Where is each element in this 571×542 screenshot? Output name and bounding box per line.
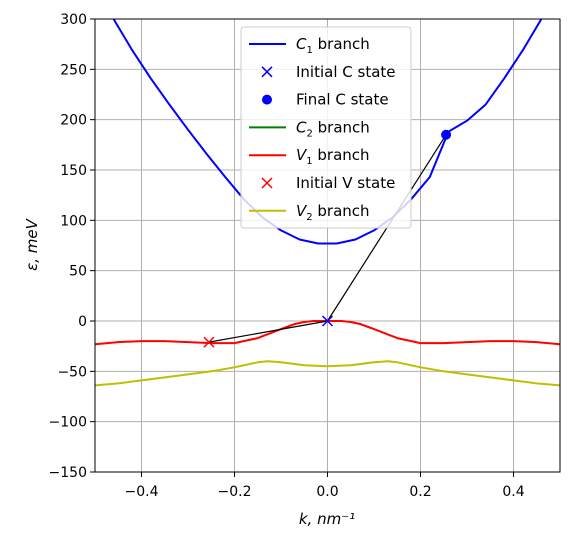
legend-x-swatch — [261, 66, 273, 78]
y-tick-label: 150 — [60, 163, 87, 179]
marker-final-c-state — [441, 129, 452, 140]
legend-label: C2 branch — [296, 118, 370, 139]
x-axis-label: k, nm⁻¹ — [299, 510, 355, 528]
legend-entry: Initial V state — [261, 174, 395, 192]
legend-entry: Initial C state — [261, 63, 396, 81]
y-tick-label: 250 — [60, 62, 87, 78]
x-tick-label: 0.0 — [316, 484, 338, 500]
x-axis-ticks: −0.4 −0.2 0.0 0.2 0.4 — [125, 472, 525, 500]
y-tick-label: −150 — [49, 465, 87, 481]
legend-label: Initial C state — [296, 63, 396, 81]
x-tick-label: −0.2 — [218, 484, 252, 500]
series-line-v-branch — [95, 360, 560, 387]
legend-entry: V1 branch — [249, 146, 370, 167]
series-line-c-branch — [112, 19, 543, 245]
legend-dot-swatch — [262, 94, 272, 105]
y-axis-label: ε, meV — [23, 217, 41, 270]
x-tick-label: 0.4 — [502, 484, 524, 500]
legend-entry: C2 branch — [249, 118, 370, 139]
y-tick-label: −50 — [57, 364, 87, 380]
y-axis-ticks: −150 −100 −50 0 50 100 150 200 250 300 — [49, 12, 95, 481]
legend-label: V2 branch — [296, 202, 370, 223]
legend-label: C1 branch — [296, 35, 370, 56]
y-tick-label: −100 — [49, 415, 87, 431]
transition-line — [208, 320, 328, 343]
x-tick-label: −0.4 — [125, 484, 159, 500]
y-tick-label: 300 — [60, 12, 87, 28]
series-layer — [95, 19, 560, 387]
legend-x-swatch — [261, 177, 273, 189]
marker-initial-c-state — [321, 315, 334, 327]
legend: C1 branch Initial C state Final C state C2 … — [240, 26, 412, 229]
legend-box — [240, 26, 412, 229]
y-tick-label: 0 — [78, 314, 87, 330]
legend-entry: Final C state — [262, 91, 389, 109]
x-tick-label: 0.2 — [409, 484, 431, 500]
y-tick-label: 100 — [60, 213, 87, 229]
legend-entry: C1 branch — [249, 35, 370, 56]
y-tick-label: 200 — [60, 113, 87, 129]
legend-entry: V2 branch — [249, 202, 370, 223]
legend-label: V1 branch — [296, 146, 370, 167]
y-tick-label: 50 — [69, 264, 87, 280]
marker-initial-v-state — [203, 336, 215, 348]
legend-label: Final C state — [296, 91, 389, 109]
legend-label: Initial V state — [296, 174, 395, 192]
